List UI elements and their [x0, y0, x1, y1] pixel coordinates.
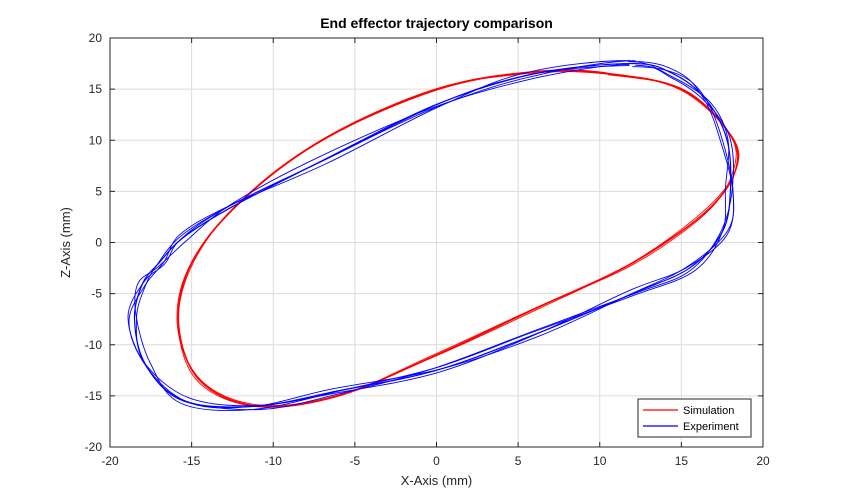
x-tick-label: 0 — [433, 454, 440, 468]
legend-label-simulation: Simulation — [683, 405, 734, 417]
x-tick-label: 15 — [675, 454, 689, 468]
x-tick-label: -20 — [101, 454, 119, 468]
legend-label-experiment: Experiment — [683, 421, 739, 433]
y-tick-label: 10 — [89, 133, 103, 147]
chart-title: End effector trajectory comparison — [320, 15, 553, 31]
y-tick-label: -10 — [85, 338, 103, 352]
y-axis-label: Z-Axis (mm) — [58, 207, 73, 278]
series-line-experiment-cycle — [127, 61, 735, 409]
x-tick-label: -10 — [265, 454, 283, 468]
x-tick-label: 10 — [593, 454, 607, 468]
series-layer — [127, 60, 740, 411]
legend-box — [637, 398, 752, 438]
y-tick-label: -20 — [85, 440, 103, 454]
x-tick-label: 20 — [756, 454, 770, 468]
y-tick-label: 0 — [95, 236, 102, 250]
x-tick-label: -15 — [183, 454, 201, 468]
y-tick-label: 5 — [95, 184, 102, 198]
series-line-simulation-cycle — [176, 71, 740, 407]
y-tick-label: -5 — [91, 287, 102, 301]
y-tick-label: -15 — [85, 389, 103, 403]
x-axis-label: X-Axis (mm) — [401, 473, 473, 488]
y-tick-label: 15 — [89, 82, 103, 96]
legend: Simulation Experiment — [637, 398, 752, 438]
x-tick-label: -5 — [350, 454, 361, 468]
x-tick-label: 5 — [515, 454, 522, 468]
y-tick-label: 20 — [89, 31, 103, 45]
tick-layer: -20 -15 -10 -5 0 5 10 15 20 -20 -15 -10 -5 0 5 10 15 20 — [85, 31, 770, 468]
